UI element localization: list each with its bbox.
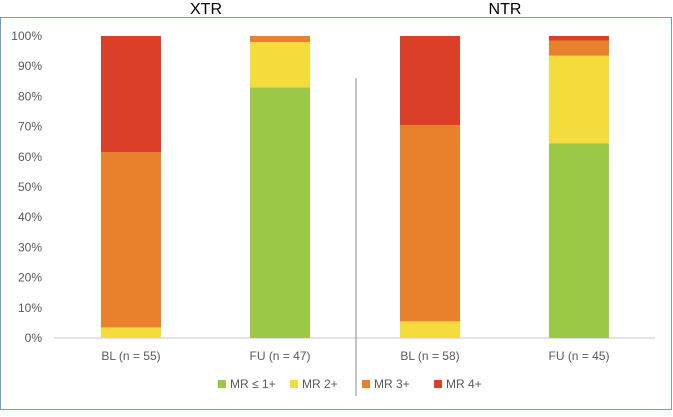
legend-label: MR 4+ — [446, 377, 482, 391]
legend-label: MR 3+ — [374, 377, 410, 391]
bars-layer — [101, 36, 609, 338]
legend-label: MR ≤ 1+ — [230, 377, 276, 391]
x-axis: BL (n = 55) FU (n = 47) BL (n = 58) FU (n =… — [101, 349, 609, 363]
x-tick-label: FU (n = 47) — [249, 349, 310, 363]
y-tick-label: 30% — [18, 240, 42, 254]
bar-segment-2-series-1 — [250, 87, 310, 338]
y-tick-label: 10% — [18, 301, 42, 315]
bar-segment-1-series-2 — [101, 327, 161, 338]
bar-segment-4-series-2 — [549, 55, 609, 144]
y-tick-label: 0% — [25, 331, 43, 345]
x-tick-label: FU (n = 45) — [548, 349, 609, 363]
bar-segment-3-series-3 — [400, 125, 460, 322]
y-tick-label: 90% — [18, 59, 42, 73]
legend-swatch — [362, 380, 370, 388]
bar-segment-3-series-2 — [400, 321, 460, 338]
bar-segment-2-series-3 — [250, 36, 310, 43]
bar-segment-3-series-4 — [400, 36, 460, 126]
legend: MR ≤ 1+ MR 2+ MR 3+ MR 4+ — [218, 377, 482, 391]
x-tick-label: BL (n = 55) — [101, 349, 160, 363]
y-tick-label: 100% — [11, 29, 42, 43]
bar-segment-1-series-3 — [101, 152, 161, 328]
y-tick-label: 70% — [18, 120, 42, 134]
panel-title: NTR — [489, 1, 522, 18]
x-tick-label: BL (n = 58) — [400, 349, 459, 363]
legend-swatch — [434, 380, 442, 388]
panel-title: XTR — [190, 1, 222, 18]
y-tick-label: 80% — [18, 89, 42, 103]
legend-swatch — [290, 380, 298, 388]
plot-border — [0, 17, 672, 410]
y-axis: 0% 10% 20% 30% 40% 50% 60% 70% 80% 90% 100% — [11, 29, 42, 345]
y-tick-label: 60% — [18, 150, 42, 164]
bar-segment-4-series-3 — [549, 40, 609, 56]
legend-swatch — [218, 380, 226, 388]
bar-segment-1-series-4 — [101, 36, 161, 153]
y-tick-label: 40% — [18, 210, 42, 224]
bar-segment-4-series-1 — [549, 143, 609, 338]
bar-segment-2-series-2 — [250, 42, 310, 88]
legend-label: MR 2+ — [302, 377, 338, 391]
y-tick-label: 50% — [18, 180, 42, 194]
bar-segment-4-series-4 — [549, 36, 609, 41]
y-tick-label: 20% — [18, 271, 42, 285]
panel-titles: XTR NTR — [190, 1, 521, 18]
